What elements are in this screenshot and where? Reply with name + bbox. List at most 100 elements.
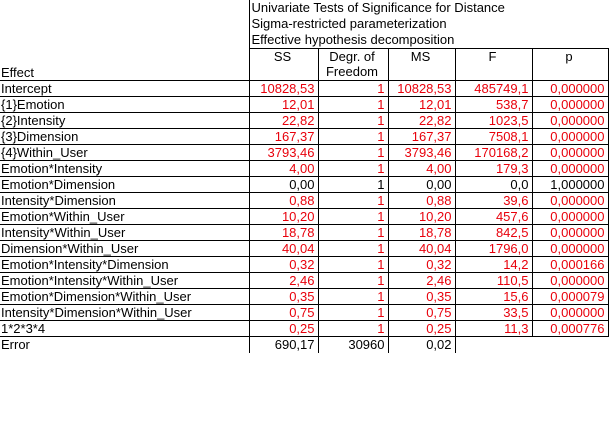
f-cell: 842,5 bbox=[455, 224, 533, 241]
column-header-ms: MS bbox=[387, 48, 456, 81]
effect-cell: {1}Emotion bbox=[0, 96, 250, 113]
ss-cell: 0,35 bbox=[249, 288, 319, 305]
table-row: {1}Emotion 12,01 1 12,01 538,7 0,000000 bbox=[0, 96, 609, 113]
f-cell: 0,0 bbox=[455, 176, 533, 193]
f-cell: 39,6 bbox=[455, 192, 533, 209]
df-cell: 1 bbox=[318, 240, 389, 257]
ss-cell: 0,75 bbox=[249, 304, 319, 321]
table-row: Emotion*Dimension*Within_User 0,35 1 0,35 15… bbox=[0, 288, 609, 305]
f-cell: 7508,1 bbox=[455, 128, 533, 145]
table-row: 1*2*3*4 0,25 1 0,25 11,3 0,000776 bbox=[0, 320, 609, 337]
column-header-ms-line1: MS bbox=[410, 49, 431, 65]
table-row: Intensity*Dimension*Within_User 0,75 1 0,75… bbox=[0, 304, 609, 321]
ms-cell: 0,88 bbox=[388, 192, 456, 209]
p-cell: 0,000000 bbox=[532, 80, 609, 97]
effect-cell: {3}Dimension bbox=[0, 128, 250, 145]
df-cell: 1 bbox=[318, 288, 389, 305]
ms-cell: 0,32 bbox=[388, 256, 456, 273]
ms-cell: 0,75 bbox=[388, 304, 456, 321]
effect-cell: Intensity*Dimension bbox=[0, 192, 250, 209]
effect-cell: Emotion*Dimension bbox=[0, 176, 250, 193]
effect-cell: Emotion*Intensity bbox=[0, 160, 250, 177]
p-cell: 0,000000 bbox=[532, 96, 609, 113]
f-cell: 11,3 bbox=[455, 320, 533, 337]
df-cell: 1 bbox=[318, 320, 389, 337]
effect-cell: Intensity*Within_User bbox=[0, 224, 250, 241]
p-cell bbox=[532, 336, 608, 353]
ms-cell: 0,00 bbox=[388, 176, 456, 193]
title-line-2: Sigma-restricted parameterization bbox=[251, 16, 447, 31]
table-row: {3}Dimension 167,37 1 167,37 7508,1 0,000000 bbox=[0, 128, 609, 145]
effect-cell: Dimension*Within_User bbox=[0, 240, 250, 257]
p-cell: 0,000000 bbox=[532, 144, 609, 161]
p-cell: 0,000000 bbox=[532, 304, 609, 321]
ms-cell: 18,78 bbox=[388, 224, 456, 241]
column-header-p-line1: p bbox=[565, 49, 573, 65]
ss-cell: 0,25 bbox=[249, 320, 319, 337]
ss-cell: 22,82 bbox=[249, 112, 319, 129]
top-left-blank bbox=[0, 0, 249, 49]
effect-cell: Emotion*Intensity*Dimension bbox=[0, 256, 250, 273]
df-cell: 30960 bbox=[318, 336, 389, 353]
title-line-3: Effective hypothesis decomposition bbox=[251, 32, 455, 47]
ss-cell: 4,00 bbox=[249, 160, 319, 177]
df-cell: 1 bbox=[318, 80, 389, 97]
p-cell: 0,000000 bbox=[532, 224, 609, 241]
ms-cell: 10,20 bbox=[388, 208, 456, 225]
ss-cell: 12,01 bbox=[249, 96, 319, 113]
ms-cell: 3793,46 bbox=[388, 144, 456, 161]
ms-cell: 22,82 bbox=[388, 112, 456, 129]
f-cell: 14,2 bbox=[455, 256, 533, 273]
column-header-row: Effect SS Degr. of Freedom MS F p bbox=[0, 48, 609, 81]
f-cell: 1023,5 bbox=[455, 112, 533, 129]
f-cell: 538,7 bbox=[455, 96, 533, 113]
p-cell: 0,000000 bbox=[532, 208, 609, 225]
df-cell: 1 bbox=[318, 272, 389, 289]
column-header-f-line1: F bbox=[488, 49, 497, 65]
table-row: Dimension*Within_User 40,04 1 40,04 1796,0 0,… bbox=[0, 240, 609, 257]
p-cell: 0,000000 bbox=[532, 128, 609, 145]
f-cell: 170168,2 bbox=[455, 144, 533, 161]
ms-cell: 0,25 bbox=[388, 320, 456, 337]
effect-cell: Error bbox=[0, 336, 250, 353]
table-row: Intercept 10828,53 1 10828,53 485749,1 0,0000… bbox=[0, 80, 609, 97]
f-cell: 110,5 bbox=[455, 272, 533, 289]
effect-cell: {4}Within_User bbox=[0, 144, 250, 161]
ms-cell: 12,01 bbox=[388, 96, 456, 113]
ss-cell: 40,04 bbox=[249, 240, 319, 257]
effect-cell: Intercept bbox=[0, 80, 250, 97]
table-row: Emotion*Intensity 4,00 1 4,00 179,3 0,000000 bbox=[0, 160, 609, 177]
effect-column-header: Effect bbox=[0, 48, 249, 81]
table-row: {4}Within_User 3793,46 1 3793,46 170168,2 0,0… bbox=[0, 144, 609, 161]
column-header-p: p bbox=[531, 48, 609, 81]
effect-cell: Emotion*Within_User bbox=[0, 208, 250, 225]
ms-cell: 0,35 bbox=[388, 288, 456, 305]
f-cell: 1796,0 bbox=[455, 240, 533, 257]
effect-cell: {2}Intensity bbox=[0, 112, 250, 129]
df-cell: 1 bbox=[318, 112, 389, 129]
df-cell: 1 bbox=[318, 192, 389, 209]
ss-cell: 3793,46 bbox=[249, 144, 319, 161]
table-row: Emotion*Dimension 0,00 1 0,00 0,0 1,000000 bbox=[0, 176, 609, 193]
results-table: Univariate Tests of Significance for Dis… bbox=[0, 0, 609, 353]
ss-cell: 0,00 bbox=[249, 176, 319, 193]
column-header-df-line2: Freedom bbox=[325, 64, 379, 79]
table-row: Emotion*Within_User 10,20 1 10,20 457,6 0,000… bbox=[0, 208, 609, 225]
f-cell: 485749,1 bbox=[455, 80, 533, 97]
df-cell: 1 bbox=[318, 96, 389, 113]
column-header-ss-line1: SS bbox=[273, 49, 292, 65]
table-row: Error 690,17 30960 0,02 bbox=[0, 336, 608, 353]
p-cell: 0,000000 bbox=[532, 240, 609, 257]
ss-cell: 167,37 bbox=[249, 128, 319, 145]
p-cell: 1,000000 bbox=[532, 176, 609, 193]
p-cell: 0,000000 bbox=[532, 272, 609, 289]
p-cell: 0,000166 bbox=[532, 256, 609, 273]
column-header-df-line1: Degr. of bbox=[329, 49, 375, 65]
effect-cell: Emotion*Intensity*Within_User bbox=[0, 272, 250, 289]
ss-cell: 0,32 bbox=[249, 256, 319, 273]
p-cell: 0,000776 bbox=[532, 320, 609, 337]
ss-cell: 10,20 bbox=[249, 208, 319, 225]
table-row: Emotion*Intensity*Within_User 2,46 1 2,46 11… bbox=[0, 272, 609, 289]
df-cell: 1 bbox=[318, 160, 389, 177]
df-cell: 1 bbox=[318, 208, 389, 225]
